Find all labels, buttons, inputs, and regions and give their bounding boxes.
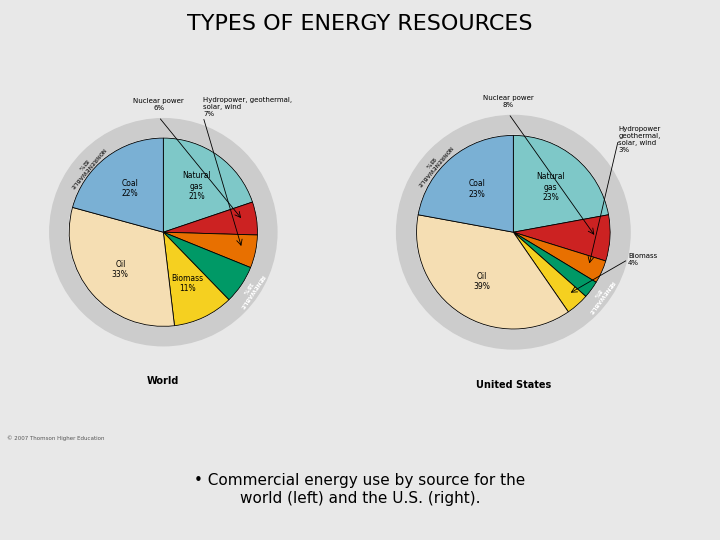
Text: Coal
23%: Coal 23% — [469, 179, 486, 199]
Wedge shape — [163, 232, 258, 268]
Text: Biomass
4%: Biomass 4% — [628, 253, 657, 266]
Text: Hydropower, geothermal,
solar, wind
7%: Hydropower, geothermal, solar, wind 7% — [203, 97, 292, 117]
Text: Hydropower
geothermal,
solar, wind
3%: Hydropower geothermal, solar, wind 3% — [618, 126, 661, 153]
Text: © 2007 Thomson Higher Education: © 2007 Thomson Higher Education — [7, 435, 104, 441]
Text: Oil
39%: Oil 39% — [473, 272, 490, 291]
Text: • Commercial energy use by source for the
world (left) and the U.S. (right).: • Commercial energy use by source for th… — [194, 473, 526, 505]
Wedge shape — [513, 232, 586, 312]
Text: World: World — [147, 376, 179, 386]
Wedge shape — [513, 136, 608, 232]
Wedge shape — [163, 232, 229, 326]
Circle shape — [50, 119, 277, 346]
Text: RENEWABLE
18%: RENEWABLE 18% — [233, 270, 264, 309]
Wedge shape — [417, 215, 568, 329]
Wedge shape — [163, 232, 251, 300]
Text: RENEWABLE
8%: RENEWABLE 8% — [582, 276, 615, 314]
Text: United States: United States — [476, 380, 551, 390]
Wedge shape — [163, 138, 253, 232]
Text: TYPES OF ENERGY RESOURCES: TYPES OF ENERGY RESOURCES — [187, 14, 533, 33]
Circle shape — [69, 138, 258, 326]
Wedge shape — [73, 138, 163, 232]
Circle shape — [417, 136, 610, 329]
Text: Oil
33%: Oil 33% — [112, 260, 129, 279]
Wedge shape — [513, 232, 596, 296]
Circle shape — [397, 116, 630, 349]
Wedge shape — [69, 207, 174, 326]
Text: Natural
gas
21%: Natural gas 21% — [182, 171, 211, 201]
Wedge shape — [418, 136, 513, 232]
Text: Coal
22%: Coal 22% — [122, 179, 138, 198]
Wedge shape — [513, 232, 606, 282]
Text: Natural
gas
23%: Natural gas 23% — [536, 172, 565, 202]
Text: Biomass
11%: Biomass 11% — [171, 274, 204, 293]
Wedge shape — [513, 215, 610, 261]
Text: NONRENEWABLE
82%: NONRENEWABLE 82% — [63, 143, 105, 189]
Wedge shape — [163, 202, 258, 235]
Text: Nuclear power
8%: Nuclear power 8% — [483, 94, 534, 107]
Text: Nuclear power
6%: Nuclear power 6% — [133, 98, 184, 111]
Text: NONRENEWABLE
93%: NONRENEWABLE 93% — [411, 141, 453, 187]
